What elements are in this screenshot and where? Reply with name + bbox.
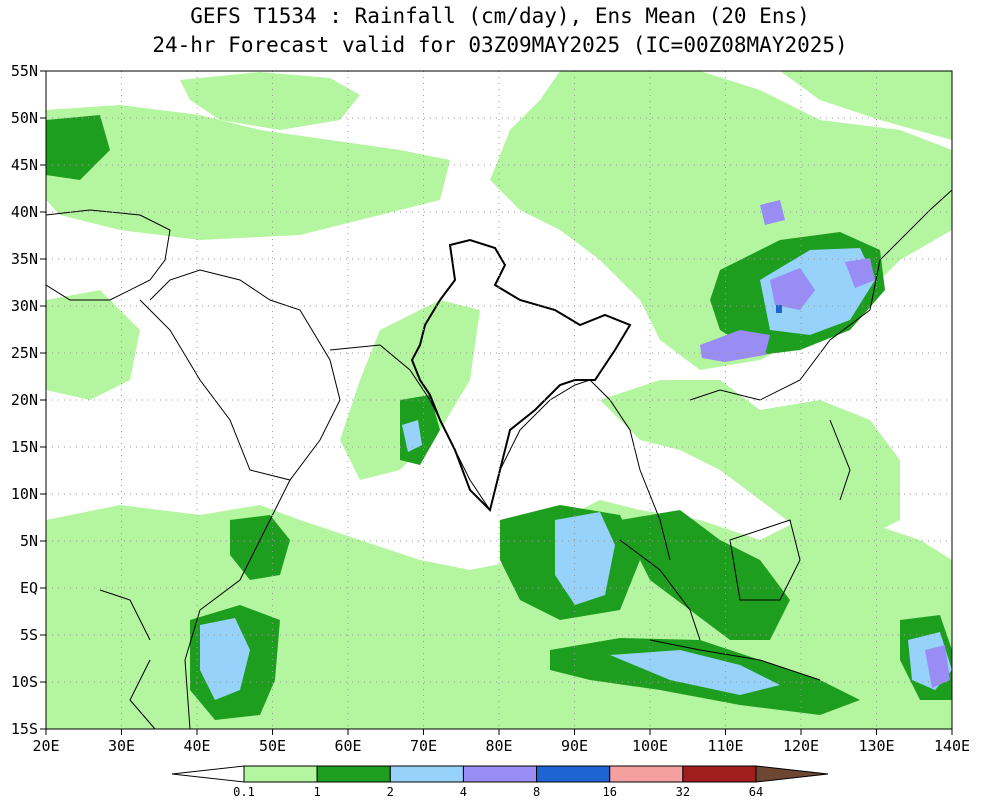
map-title-line2: 24-hr Forecast valid for 03Z09MAY2025 (I… [152,33,848,57]
grid-lines [46,71,952,729]
colorbar-bin [536,765,611,783]
map-title-line1: GEFS T1534 : Rainfall (cm/day), Ens Mean… [190,4,810,28]
colorbar-label: 8 [533,785,540,799]
colorbar-bin [316,765,391,783]
lon-tick-label: 70E [410,737,437,755]
lat-tick-label: 20N [11,391,38,409]
rain-band-heavy [200,248,952,700]
colorbar-bin [243,765,318,783]
lat-tick-label: 10S [11,673,38,691]
longitude-axis: 20E 30E 40E 50E 60E 70E 80E 90E 100E 110E 120E 130E… [32,729,970,755]
india-outline [410,238,632,512]
rain-band-very-heavy [700,200,950,688]
colorbar-label: 16 [602,785,616,799]
colorbar-label: 32 [676,785,690,799]
lon-tick-label: 90E [561,737,588,755]
lon-tick-label: 110E [707,737,743,755]
lat-tick-label: 30N [11,297,38,315]
lat-tick-label: 5N [20,532,38,550]
lon-tick-label: 80E [485,737,512,755]
lat-tick-label: 15N [11,438,38,456]
colorbar-label: 2 [387,785,394,799]
lon-tick-label: 40E [183,737,210,755]
colorbar-label: 64 [749,785,763,799]
colorbar-label: 1 [314,785,321,799]
lat-tick-label: 55N [11,62,38,80]
lat-tick-label: 10N [11,485,38,503]
colorbar-bin-low [171,765,245,783]
lon-tick-label: 50E [259,737,286,755]
colorbar-bin [462,765,538,783]
lat-tick-label: 45N [11,156,38,174]
lat-tick-label: 25N [11,344,38,362]
colorbar-label: 4 [460,785,467,799]
rain-band-extreme [776,305,782,313]
lon-tick-label: 130E [858,737,894,755]
latitude-axis: 55N 50N 45N 40N 35N 30N 25N 20N 15N 10N 5N EQ 5S 10S 1… [11,62,46,738]
lat-tick-label: 40N [11,203,38,221]
lon-tick-label: 30E [108,737,135,755]
colorbar-bin [389,765,464,783]
lat-tick-label: 35N [11,250,38,268]
lat-tick-label: 15S [11,720,38,738]
colorbar-bin [609,765,684,783]
lat-tick-label: 5S [20,626,38,644]
lon-tick-label: 60E [334,737,361,755]
lat-tick-label: EQ [20,579,38,597]
colorbar-bin-high [755,765,829,783]
lon-tick-label: 140E [934,737,970,755]
colorbar: 0.1 1 2 4 8 16 32 64 [171,765,829,799]
lat-tick-label: 50N [11,109,38,127]
lon-tick-label: 20E [32,737,59,755]
lon-tick-label: 100E [632,737,668,755]
lon-tick-label: 120E [783,737,819,755]
colorbar-label: 0.1 [233,785,255,799]
colorbar-bin [682,765,757,783]
